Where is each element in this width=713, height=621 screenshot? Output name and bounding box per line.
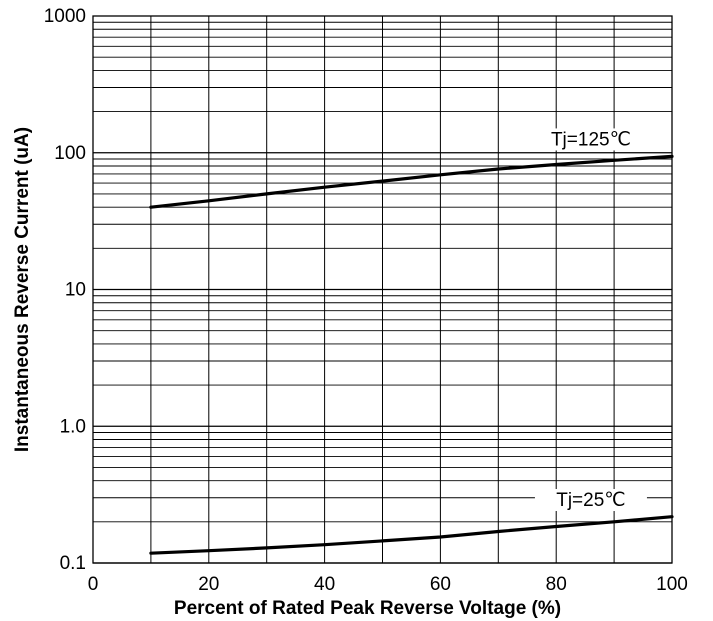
ticks-layer: 0 20 40 60 80 100 0.1 1.0 10 100 1000 <box>44 6 688 595</box>
grid <box>92 16 673 564</box>
x-tick-label: 0 <box>88 574 99 595</box>
series-line-2 <box>149 515 674 555</box>
labels-layer: Tj=125℃ Tj=25℃ <box>534 128 647 512</box>
x-tick-label: 80 <box>546 574 567 595</box>
series-label-2: Tj=25℃ <box>556 490 625 511</box>
plot-frame <box>92 15 673 564</box>
x-tick-label: 20 <box>198 574 219 595</box>
y-tick-label: 1000 <box>44 6 86 27</box>
x-tick-label: 100 <box>656 574 688 595</box>
series-label-background <box>534 128 647 151</box>
series-layer <box>149 154 674 555</box>
y-tick-label: 1.0 <box>60 416 86 437</box>
y-axis-title: Instantaneous Reverse Current (uA) <box>12 127 33 452</box>
series-label-background <box>534 489 647 512</box>
x-tick-label: 40 <box>314 574 335 595</box>
series-line-1 <box>149 154 674 209</box>
y-tick-label: 100 <box>54 143 86 164</box>
x-axis-title: Percent of Rated Peak Reverse Voltage (%… <box>174 598 561 619</box>
series-label-1: Tj=125℃ <box>551 129 631 150</box>
y-tick-label: 10 <box>65 280 86 301</box>
y-tick-label: 0.1 <box>60 553 86 574</box>
x-tick-label: 60 <box>430 574 451 595</box>
